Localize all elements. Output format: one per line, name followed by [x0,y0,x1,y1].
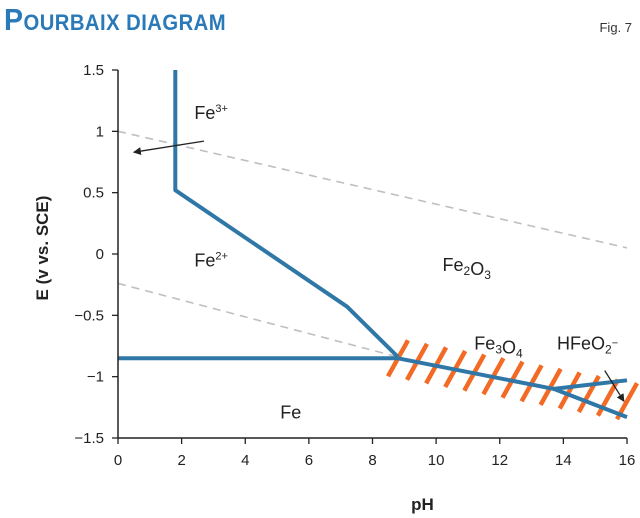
water-lines-layer [117,130,628,358]
region-label: HFeO2− [557,334,618,357]
region-label: Fe2O3 [442,255,491,282]
x-tick-label: 10 [428,452,445,469]
x-tick-label: 12 [491,452,508,469]
x-tick-label: 6 [305,452,313,469]
phase-boundary-4 [553,387,628,419]
region-label: Fe [280,402,301,422]
x-tick-label: 16 [619,452,636,469]
y-tick-label: 1 [96,123,104,140]
y-tick-label: −0.5 [74,307,104,324]
boundary-layer [118,70,628,419]
region-label: Fe3+ [194,103,228,123]
figure-title-rest: ourbaix diagram [23,10,227,35]
x-tick-label: 14 [555,452,572,469]
figure-title-initial: P [4,2,24,37]
y-axis-title: E (v vs. SCE) [33,196,52,301]
water-line-2 [117,282,399,358]
figure-number: Fig. 7 [599,20,632,35]
region-label: Fe3O4 [474,334,523,361]
pointer-arrow-1 [132,140,204,156]
x-tick-label: 4 [241,452,249,469]
y-tick-label: −1 [87,369,104,386]
x-tick-label: 0 [114,452,122,469]
labels-layer: Fe3+ Fe2+ Fe2O3 Fe3O4 HFeO2− Fe [194,103,618,422]
axes-layer: −1.5 −1 −0.5 0 0.5 1 1.5 0 2 4 6 8 10 12 14 16 pH E (v vs… [33,62,635,514]
y-tick-label: 0.5 [83,185,104,202]
y-tick-label: −1.5 [74,430,104,447]
y-tick-label: 0 [96,246,104,263]
x-tick-label: 8 [368,452,376,469]
hatch-stroke [557,371,582,410]
region-label: Fe2+ [194,250,228,270]
arrows-layer [132,140,625,403]
water-line-1 [117,130,628,249]
x-tick-label: 2 [177,452,185,469]
pointer-arrow-2 [604,370,625,403]
phase-boundary-1 [173,70,400,359]
y-tick-label: 1.5 [83,62,104,79]
figure-title: Pourbaix diagram [4,2,226,38]
x-axis-title: pH [411,495,434,514]
